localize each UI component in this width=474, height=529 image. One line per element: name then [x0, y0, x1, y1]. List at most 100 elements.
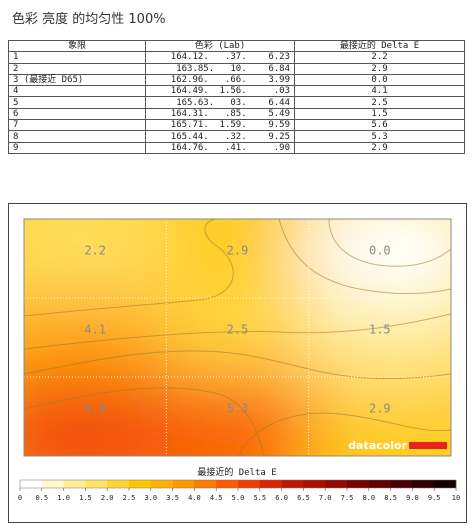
legend-tick-label: 7.0	[319, 494, 332, 502]
heatmap-cell	[24, 298, 167, 377]
zone-value-label: 2.2	[84, 244, 106, 258]
delta-e-cell: 4.1	[294, 85, 465, 98]
legend-tick-label: 9.5	[428, 494, 441, 502]
zone-cell: 5	[8, 96, 146, 109]
contour-line	[278, 219, 451, 294]
legend-tick-label: 9.0	[406, 494, 419, 502]
zone-value-label: 4.1	[84, 323, 106, 337]
zone-value-label: 2.9	[227, 244, 249, 258]
legend-swatch	[129, 480, 152, 488]
delta-e-cell: 2.2	[294, 51, 465, 64]
legend-swatch	[107, 480, 130, 488]
contour-line	[24, 313, 451, 350]
zone-cell: 3 (最接近 D65)	[8, 73, 146, 87]
heatmap-cell	[166, 377, 309, 456]
legend-tick-label: 2.5	[123, 494, 136, 502]
contour-line	[328, 219, 451, 267]
delta-e-cell: 2.9	[294, 62, 465, 75]
zone-value-label: 5.3	[227, 402, 249, 416]
legend-swatch	[216, 480, 239, 488]
delta-e-cell: 5.3	[294, 130, 465, 143]
table-row: 7 165.71. 1.59. 9.59 5.6	[8, 119, 465, 132]
page-title: 色彩 亮度 的均匀性 100%	[12, 12, 166, 27]
heatmap-cell	[308, 219, 451, 298]
table-header-row: 象限 色彩 (Lab) 最接近的 Delta E	[8, 39, 465, 53]
legend-swatch	[238, 480, 261, 488]
lab-cell: 164.49. 1.56. .03	[145, 85, 295, 98]
heatmap-cell	[166, 298, 309, 377]
heatmap-cell	[308, 377, 451, 456]
zone-cell: 6	[8, 107, 146, 121]
lab-cell: 164.31. .85. 5.49	[145, 107, 295, 121]
legend-swatch	[63, 480, 86, 488]
legend-tick-label: 0.5	[35, 494, 48, 502]
lab-cell: 163.85. 10. 6.84	[145, 62, 295, 75]
zone-cell: 2	[8, 62, 146, 75]
legend-swatch	[347, 480, 370, 488]
zone-cell: 1	[8, 51, 146, 64]
legend-tick-label: 8.5	[384, 494, 397, 502]
header-delta-e: 最接近的 Delta E	[294, 39, 465, 53]
legend-tick-label: 4.0	[188, 494, 201, 502]
legend-swatch	[281, 480, 304, 488]
table-row: 9 164.76. .41. .90 2.9	[8, 141, 465, 154]
legend-swatch	[390, 480, 413, 488]
legend-swatch	[303, 480, 326, 488]
legend-swatch	[412, 480, 435, 488]
table-row: 1 164.12. .37. 6.23 2.2	[8, 51, 465, 64]
heatmap-cell	[24, 377, 167, 456]
delta-e-cell: 0.0	[294, 73, 465, 87]
contour-line	[24, 387, 265, 456]
datacolor-logo-text: datacolor	[348, 439, 407, 452]
delta-e-cell: 2.5	[294, 96, 465, 109]
legend-swatch	[434, 480, 457, 488]
delta-e-cell: 5.6	[294, 119, 465, 132]
table-row: 3 (最接近 D65) 162.96. .66. 3.99 0.0	[8, 73, 465, 87]
lab-cell: 164.12. .37. 6.23	[145, 51, 295, 64]
legend-tick-label: 5.0	[232, 494, 245, 502]
contour-line	[24, 219, 234, 317]
legend-swatch	[325, 480, 348, 488]
contour-line	[24, 350, 451, 380]
heatmap-cell	[166, 219, 309, 298]
lab-cell: 162.96. .66. 3.99	[145, 73, 295, 87]
legend-swatch	[259, 480, 282, 488]
legend-tick-label: 5.5	[253, 494, 266, 502]
legend-swatch	[194, 480, 217, 488]
lab-cell: 164.76. .41. .90	[145, 141, 295, 154]
legend-tick-label: 3.0	[144, 494, 157, 502]
contour-line	[238, 412, 451, 456]
lab-table-container: 象限 色彩 (Lab) 最接近的 Delta E 1 164.12. .37. 6…	[8, 39, 465, 154]
contour-lines	[24, 219, 451, 456]
header-lab: 色彩 (Lab)	[145, 39, 295, 53]
zone-value-label: 2.5	[227, 323, 249, 337]
legend-tick-label: 2.0	[101, 494, 114, 502]
table-row: 2 163.85. 10. 6.84 2.9	[8, 62, 465, 75]
legend-tick-label: 0	[18, 494, 22, 502]
table-row: 5 165.63. 03. 6.44 2.5	[8, 96, 465, 109]
legend-tick-label: 1.5	[79, 494, 92, 502]
zone-value-label: 0.0	[369, 244, 391, 258]
zone-cell: 7	[8, 119, 146, 132]
legend-tick-label: 10	[452, 494, 460, 502]
legend-title: 最接近的 Delta E	[197, 466, 276, 478]
legend-tick-label: 1.0	[57, 494, 70, 502]
legend-tick-label: 3.5	[166, 494, 179, 502]
table-row: 4 164.49. 1.56. .03 4.1	[8, 85, 465, 98]
plot-border	[23, 218, 452, 457]
lab-cell: 165.71. 1.59. 9.59	[145, 119, 295, 132]
legend-tick-label: 6.0	[275, 494, 288, 502]
delta-e-cell: 1.5	[294, 107, 465, 121]
header-zone: 象限	[8, 39, 146, 53]
legend-swatch	[41, 480, 64, 488]
legend-tick-label: 8.0	[362, 494, 375, 502]
zone-value-label: 5.6	[84, 402, 106, 416]
legend-tick-label: 7.5	[341, 494, 354, 502]
lab-cell: 165.63. 03. 6.44	[145, 96, 295, 109]
heatmap-cell	[24, 219, 167, 298]
legend-tick-label: 4.5	[210, 494, 223, 502]
lab-cell: 165.44. .32. 9.25	[145, 130, 295, 143]
legend-swatch	[368, 480, 391, 488]
legend-swatch	[20, 480, 43, 488]
zone-cell: 9	[8, 141, 146, 154]
